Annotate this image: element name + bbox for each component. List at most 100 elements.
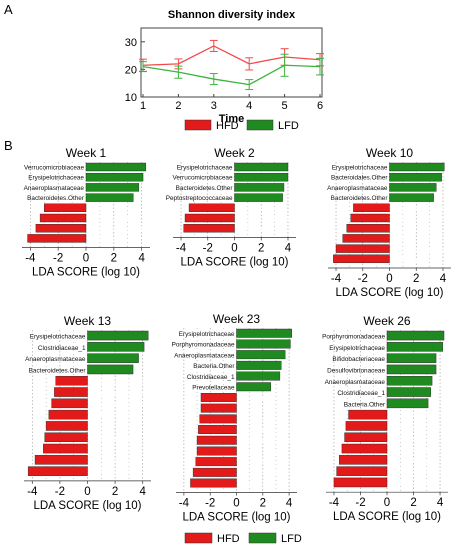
lda-bar xyxy=(234,172,289,182)
panel-title: Week 13 xyxy=(64,314,111,328)
bar-label: Bacteroidetes.Other xyxy=(29,368,87,375)
bar-label: Porphyromonadaceae xyxy=(172,342,235,349)
x-tick-label: 2 xyxy=(413,273,419,285)
lda-bar xyxy=(44,203,87,213)
x-axis-label: LDA SCORE (log 10) xyxy=(180,256,288,268)
bar-label: Erysipelotrichaceae xyxy=(28,175,84,182)
lda-panel-week-2: Week 2 Erysipelotrichaceae Verrucomicrobia… xyxy=(166,146,296,268)
legend-label-lfd: LFD xyxy=(278,120,299,132)
lda-bar xyxy=(87,330,149,341)
bar-label: Ruminococcaceae xyxy=(389,469,442,476)
bar-label: Lachnospiraceae xyxy=(237,226,286,233)
bar-label: Erysipelotrichaceae xyxy=(30,334,86,341)
x-axis-label: LDA SCORE (log 10) xyxy=(182,512,290,524)
x-tick-label: -2 xyxy=(358,273,368,285)
x-tick-label: 4 xyxy=(138,253,145,265)
bar-label: Bifidobacteriaceae xyxy=(332,356,385,363)
bar-label: Streptococcaceae xyxy=(237,205,289,212)
lda-bar xyxy=(87,342,145,352)
lda-bar xyxy=(51,398,88,409)
lda-bar xyxy=(87,353,139,363)
lda-bar xyxy=(389,162,445,172)
bar-label: Lactobacillaceae xyxy=(88,216,136,223)
lda-bar xyxy=(85,172,144,182)
bar-label: Ruminococcaceae xyxy=(90,458,143,465)
bar-label: Coriobacteriaceae xyxy=(389,424,441,431)
lda-panel-week-13: Week 13 Erysipelotrichaceae Clostridiaceae… xyxy=(24,314,151,512)
x-tick-label: 5 xyxy=(282,100,288,112)
lda-bar xyxy=(45,421,88,431)
legend-label-lfd: LFD xyxy=(281,533,302,545)
lda-bar xyxy=(386,398,429,409)
y-tick-label: 30 xyxy=(125,37,137,49)
x-tick-label: 2 xyxy=(175,100,181,112)
bar-label: Erysipelotrichaceae xyxy=(179,331,235,338)
bar-label: Clostridiaceae_1 xyxy=(38,345,86,352)
lda-bar xyxy=(55,376,88,386)
y-tick-label: 20 xyxy=(125,64,137,76)
lda-bar xyxy=(333,477,388,488)
bar-label: Clostridiales.Other xyxy=(239,470,292,477)
bar-label: Streptococcaceae xyxy=(239,438,291,445)
x-axis-label: Time xyxy=(219,113,244,125)
bar-label: Anaeroplasmataceae xyxy=(325,379,386,386)
lda-bar xyxy=(35,223,87,233)
x-tick-label: 0 xyxy=(84,486,90,498)
legend-swatch-hfd xyxy=(184,532,213,544)
bar-label: Clostridiaceae_1 xyxy=(187,374,235,381)
x-tick-label: 4 xyxy=(440,273,447,285)
lda-bar xyxy=(200,403,237,413)
lda-bar xyxy=(27,234,87,243)
bar-label: Bacteroidales.Other xyxy=(331,175,388,182)
lda-bar xyxy=(48,409,88,420)
chart-title: Shannon diversity index xyxy=(168,9,296,21)
lda-bar xyxy=(339,455,388,465)
plot-frame xyxy=(140,27,323,98)
bar-label: Clostridiaceae_1 xyxy=(337,390,385,397)
bar-label: Erysipelotrichaceae xyxy=(177,165,233,172)
bar-label: Pseudonocardiaceae xyxy=(90,413,150,420)
lda-bar xyxy=(341,443,388,454)
lda-bar xyxy=(386,376,433,386)
x-axis-label: LDA SCORE (log 10) xyxy=(333,511,441,523)
bar-label: Enterococcaceae xyxy=(389,435,439,442)
bar-label: Bacteroidetes.Other xyxy=(176,185,234,192)
bar-label: Coriobacteriaceae xyxy=(90,447,142,454)
bar-label: Erysipelotrichaceae xyxy=(332,165,388,172)
x-tick-label: 4 xyxy=(285,242,292,254)
lda-bar xyxy=(348,409,388,420)
x-tick-label: 2 xyxy=(112,486,118,498)
bar-label: Eubacteriaceae xyxy=(88,205,133,212)
x-tick-label: 3 xyxy=(211,100,217,112)
bar-label: Paenibacillaceae_1 xyxy=(90,379,146,386)
x-tick-label: 0 xyxy=(233,498,239,510)
lda-bar xyxy=(190,478,237,488)
bar-label: Peptostreptococcaceae xyxy=(166,195,233,202)
bar-label: Anaeroplasmataceae xyxy=(174,352,235,359)
x-tick-label: -2 xyxy=(55,486,65,498)
shannon-line-chart: Shannon diversity index 10 20 30 1 2 3 4 5 6 Time xyxy=(125,9,324,125)
lda-bar xyxy=(389,193,434,202)
x-tick-label: 1 xyxy=(140,100,146,112)
legend-label-hfd: HFD xyxy=(216,120,239,132)
bar-label: Lactobacillaceae xyxy=(392,236,440,243)
lda-bar xyxy=(234,193,283,202)
lda-bar xyxy=(389,172,442,182)
x-tick-label: -2 xyxy=(53,253,63,265)
x-tick-label: 4 xyxy=(246,100,252,112)
lda-panel-week-10: Week 10 Erysipelotrichaceae Bacteroidales.… xyxy=(327,146,451,299)
lda-bar xyxy=(196,446,237,456)
lda-bar xyxy=(39,213,87,223)
x-tick-label: 2 xyxy=(260,498,266,510)
panel-title: Week 26 xyxy=(363,314,410,328)
lda-bar xyxy=(346,223,390,233)
x-tick-label: -2 xyxy=(205,498,215,510)
lda-bar xyxy=(389,183,437,192)
x-tick-label: 0 xyxy=(386,273,392,285)
x-tick-label: 4 xyxy=(437,497,444,509)
panel-b-label: B xyxy=(4,138,13,153)
bar-label: Streptococcaceae xyxy=(389,447,441,454)
bar-label: Lachnospiraceae xyxy=(90,469,139,476)
lda-bar xyxy=(236,339,291,349)
